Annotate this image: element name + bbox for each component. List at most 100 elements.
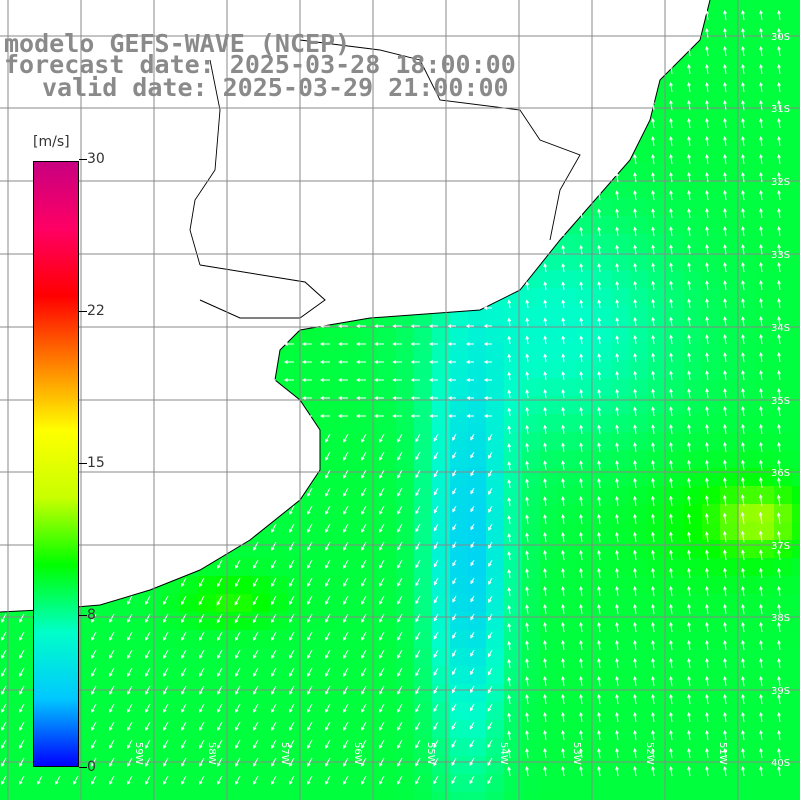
wind-speed-cell (702, 414, 721, 433)
wind-speed-cell (306, 396, 325, 415)
wind-speed-cell (630, 360, 649, 379)
wind-speed-cell (450, 630, 469, 649)
wind-speed-cell (720, 234, 739, 253)
wind-speed-cell (504, 432, 523, 451)
wind-speed-cell (432, 396, 451, 415)
wind-speed-cell (396, 342, 415, 361)
wind-arrow (669, 118, 673, 129)
longitude-label: 55W (425, 742, 436, 765)
wind-arrow (777, 82, 781, 93)
wind-speed-cell (522, 540, 541, 559)
wind-speed-cell (792, 558, 800, 577)
latitude-label: 30S (771, 32, 790, 43)
wind-speed-cell (486, 432, 505, 451)
wind-speed-cell (324, 342, 343, 361)
valid-date: valid date: 2025-03-29 21:00:00 (42, 73, 509, 102)
wind-speed-cell (792, 36, 800, 55)
latitude-label: 37S (771, 541, 790, 552)
colorbar-tick-label: 15 (79, 455, 105, 471)
wind-arrow (759, 154, 763, 165)
wind-speed-cell (432, 792, 451, 800)
wind-speed-cell (180, 792, 199, 800)
wind-speed-cell (738, 540, 757, 559)
wind-speed-cell (612, 630, 631, 649)
wind-speed-cell (594, 504, 613, 523)
wind-speed-cell (738, 216, 757, 235)
wind-speed-cell (774, 414, 793, 433)
wind-speed-cell (468, 360, 487, 379)
wind-speed-cell (702, 378, 721, 397)
wind-speed-cell (792, 342, 800, 361)
wind-speed-cell (450, 450, 469, 469)
wind-speed-cell (738, 702, 757, 721)
wind-speed-cell (198, 792, 217, 800)
wind-speed-cell (630, 432, 649, 451)
wind-speed-cell (774, 774, 793, 793)
wind-speed-cell (594, 594, 613, 613)
wind-speed-cell (666, 756, 685, 775)
wind-speed-cell (666, 630, 685, 649)
wind-speed-cell (648, 486, 667, 505)
wind-speed-cell (540, 630, 559, 649)
wind-speed-cell (666, 684, 685, 703)
wind-speed-cell (774, 450, 793, 469)
wind-speed-cell (504, 342, 523, 361)
wind-speed-cell (558, 612, 577, 631)
wind-speed-cell (792, 540, 800, 559)
wind-speed-cell (648, 558, 667, 577)
wind-speed-cell (594, 648, 613, 667)
wind-speed-cell (594, 288, 613, 307)
wind-speed-cell (324, 414, 343, 433)
wind-speed-cell (630, 666, 649, 685)
wind-speed-cell (738, 378, 757, 397)
wind-speed-cell (612, 198, 631, 217)
wind-speed-cell (90, 792, 109, 800)
wind-speed-cell (648, 360, 667, 379)
wind-speed-cell (630, 288, 649, 307)
wind-speed-cell (540, 774, 559, 793)
wind-speed-cell (612, 540, 631, 559)
wind-speed-cell (720, 630, 739, 649)
wind-speed-cell (720, 594, 739, 613)
wind-speed-cell (738, 360, 757, 379)
wind-speed-cell (630, 486, 649, 505)
wind-arrow (777, 118, 781, 129)
wind-speed-cell (702, 792, 721, 800)
wind-speed-cell (486, 540, 505, 559)
wind-speed-cell (576, 792, 595, 800)
wind-speed-cell (738, 54, 757, 73)
wind-speed-cell (666, 396, 685, 415)
wind-speed-cell (558, 684, 577, 703)
wind-speed-cell (702, 468, 721, 487)
wind-speed-cell (756, 216, 775, 235)
wind-speed-cell (234, 792, 253, 800)
wind-speed-cell (666, 216, 685, 235)
wind-speed-cell (666, 738, 685, 757)
wind-arrow (759, 64, 763, 75)
wind-speed-cell (792, 288, 800, 307)
wind-speed-cell (738, 270, 757, 289)
wind-speed-cell (270, 792, 289, 800)
wind-speed-cell (450, 522, 469, 541)
wind-arrow (687, 154, 691, 165)
wind-speed-cell (720, 72, 739, 91)
wind-speed-cell (612, 684, 631, 703)
wind-arrow (723, 136, 727, 147)
wind-speed-cell (792, 306, 800, 325)
wind-speed-cell (792, 0, 800, 19)
wind-arrow (723, 64, 727, 75)
wind-speed-cell (792, 414, 800, 433)
latitude-label: 38S (771, 613, 790, 624)
estuary-land (200, 265, 325, 318)
wind-speed-cell (720, 396, 739, 415)
wind-speed-cell (792, 126, 800, 145)
wind-speed-cell (666, 450, 685, 469)
wind-speed-cell (414, 324, 433, 343)
wind-speed-cell (630, 342, 649, 361)
wind-speed-cell (486, 648, 505, 667)
wind-speed-cell (450, 378, 469, 397)
wind-arrow (777, 46, 781, 57)
wind-speed-cell (774, 72, 793, 91)
wind-speed-cell (432, 450, 451, 469)
wind-speed-cell (630, 180, 649, 199)
